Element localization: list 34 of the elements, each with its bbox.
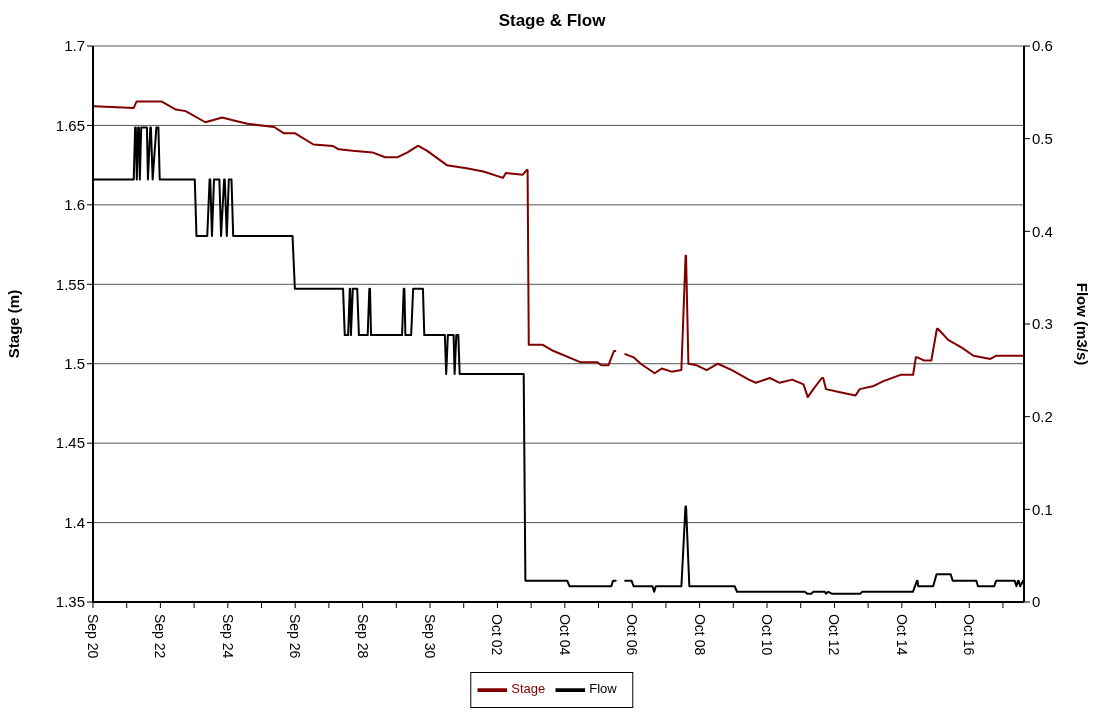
y2-axis-title: Flow (m3/s) [1073, 282, 1091, 366]
chart-title: Stage & Flow [497, 10, 607, 32]
y-tick-label: 1.7 [64, 37, 85, 55]
y2-tick-label: 0.2 [1032, 407, 1053, 425]
y-tick-label: 1.4 [64, 513, 85, 531]
x-tick-label: Oct 16 [961, 614, 978, 656]
x-tick-label: Oct 04 [556, 614, 573, 656]
x-tick-label: Sep 24 [219, 614, 236, 659]
y-tick-label: 1.5 [64, 355, 85, 373]
x-tick-label: Sep 20 [85, 614, 101, 659]
y2-tick-label: 0 [1032, 593, 1041, 611]
y2-tick-label: 0.5 [1032, 129, 1053, 147]
x-tick-label: Sep 30 [422, 614, 439, 659]
x-tick-label: Oct 06 [624, 614, 641, 656]
y-tick-label: 1.6 [64, 196, 85, 214]
x-tick-label: Sep 26 [287, 614, 304, 659]
y-tick-label: 1.65 [55, 116, 85, 134]
y-tick-label: 1.45 [55, 434, 85, 452]
x-tick-label: Oct 08 [691, 614, 708, 656]
legend-label: Flow [589, 681, 617, 697]
x-tick-label: Sep 28 [354, 614, 371, 659]
y-tick-label: 1.55 [55, 275, 85, 293]
x-tick-label: Oct 02 [489, 614, 506, 656]
y-axis-title: Stage (m) [5, 289, 23, 359]
y2-tick-label: 0.6 [1032, 37, 1053, 55]
x-tick-label: Sep 22 [152, 614, 169, 659]
y2-tick-label: 0.1 [1032, 500, 1053, 518]
y-tick-label: 1.35 [55, 593, 85, 611]
y2-tick-label: 0.3 [1032, 315, 1053, 333]
legend-label: Stage [511, 681, 546, 697]
y2-tick-label: 0.4 [1032, 222, 1053, 240]
x-tick-label: Oct 14 [893, 614, 910, 656]
x-tick-label: Oct 12 [826, 614, 843, 656]
x-tick-label: Oct 10 [759, 614, 776, 656]
